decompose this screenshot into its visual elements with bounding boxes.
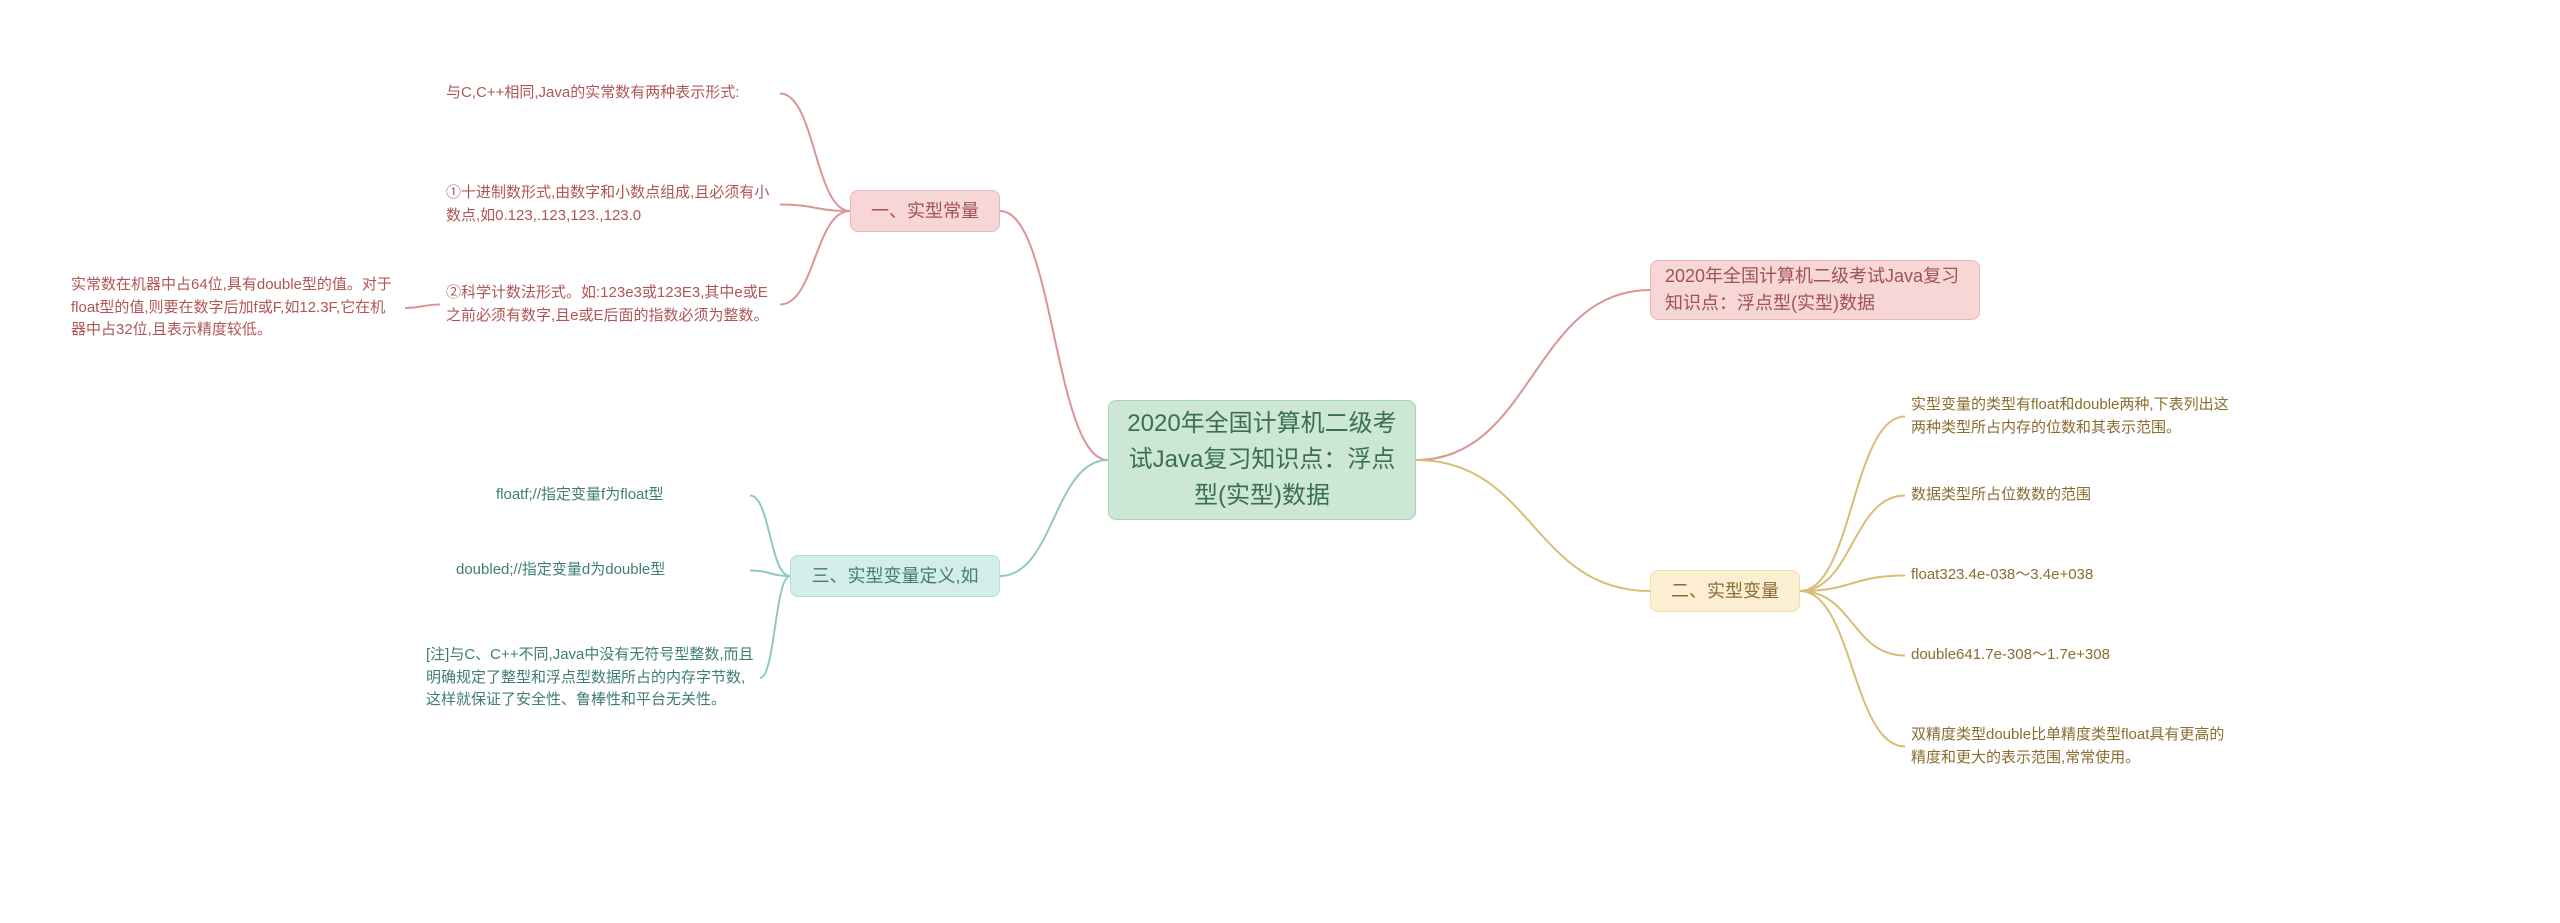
- branch-topic-restate-label: 2020年全国计算机二级考试Java复习知识点：浮点型(实型)数据: [1665, 263, 1965, 317]
- leaf-float-range: float323.4e-038～3.4e+038: [1905, 560, 2205, 591]
- branch-topic-restate: 2020年全国计算机二级考试Java复习知识点：浮点型(实型)数据: [1650, 260, 1980, 320]
- leaf-decimal-form: ①十进制数形式,由数字和小数点组成,且必须有小数点,如0.123,.123,12…: [440, 178, 780, 231]
- branch-real-variable-label: 二、实型变量: [1671, 578, 1779, 605]
- branch-real-constant-label: 一、实型常量: [871, 198, 979, 225]
- leaf-unsigned-note: [注]与C、C++不同,Java中没有无符号型整数,而且明确规定了整型和浮点型数…: [420, 640, 760, 716]
- branch-real-constant: 一、实型常量: [850, 190, 1000, 232]
- leaf-double-range: double641.7e-308～1.7e+308: [1905, 640, 2205, 671]
- leaf-double-def: doubled;//指定变量d为double型: [450, 555, 750, 586]
- branch-variable-definition: 三、实型变量定义,如: [790, 555, 1000, 597]
- leaf-variable-types: 实型变量的类型有float和double两种,下表列出这两种类型所占内存的位数和…: [1905, 390, 2245, 443]
- root-node: 2020年全国计算机二级考试Java复习知识点：浮点型(实型)数据: [1108, 400, 1416, 520]
- mindmap-stage: 2020年全国计算机二级考试Java复习知识点：浮点型(实型)数据 2020年全…: [0, 0, 2560, 923]
- leaf-double-precision: 双精度类型double比单精度类型float具有更高的精度和更大的表示范围,常常…: [1905, 720, 2245, 773]
- leaf-bits-range: 数据类型所占位数数的范围: [1905, 480, 2205, 511]
- leaf-float-def: floatf;//指定变量f为float型: [490, 480, 750, 511]
- root-label: 2020年全国计算机二级考试Java复习知识点：浮点型(实型)数据: [1123, 406, 1401, 514]
- branch-real-variable: 二、实型变量: [1650, 570, 1800, 612]
- leaf-scientific-form: ②科学计数法形式。如:123e3或123E3,其中e或E之前必须有数字,且e或E…: [440, 278, 780, 331]
- leaf-64bit-note: 实常数在机器中占64位,具有double型的值。对于float型的值,则要在数字…: [65, 270, 405, 346]
- leaf-two-forms: 与C,C++相同,Java的实常数有两种表示形式:: [440, 78, 780, 109]
- branch-variable-definition-label: 三、实型变量定义,如: [811, 563, 978, 590]
